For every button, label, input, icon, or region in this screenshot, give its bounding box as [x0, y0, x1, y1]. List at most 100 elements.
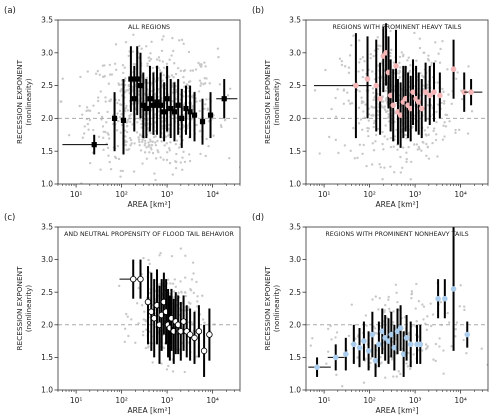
background-point [119, 169, 123, 173]
background-point [389, 54, 392, 58]
data-point [397, 112, 404, 118]
background-point [86, 122, 90, 126]
data-point [397, 325, 404, 331]
background-point [97, 111, 101, 115]
background-point [367, 127, 371, 130]
data-point [332, 354, 339, 361]
background-point [138, 11, 140, 13]
background-point [442, 124, 445, 127]
background-point [446, 311, 449, 315]
data-point [415, 99, 422, 105]
background-point [109, 73, 112, 76]
background-point [424, 347, 428, 351]
background-point [195, 280, 198, 284]
background-point [405, 160, 408, 164]
background-point [146, 192, 148, 194]
background-point [203, 61, 206, 64]
background-point [180, 38, 184, 42]
background-point [182, 103, 186, 107]
data-point [150, 102, 157, 108]
background-point [127, 147, 131, 151]
background-point [440, 101, 443, 105]
background-point [151, 140, 154, 143]
background-point [149, 58, 153, 61]
background-point [456, 71, 459, 74]
background-point [204, 154, 207, 158]
background-point [458, 305, 461, 308]
background-point [367, 134, 370, 138]
background-point [41, 73, 43, 75]
x-tick-label: 10⁴ [206, 190, 219, 199]
background-point [378, 162, 381, 166]
background-point [144, 319, 147, 322]
background-point [117, 120, 120, 123]
background-point [181, 168, 184, 171]
background-point [470, 110, 474, 113]
x-axis-label: AREA [km²] [375, 406, 418, 415]
background-point [126, 120, 129, 123]
background-point [157, 56, 161, 59]
background-point [350, 44, 353, 47]
background-point [168, 146, 171, 150]
background-point [386, 109, 389, 113]
background-point [369, 56, 372, 60]
background-point [354, 337, 357, 340]
background-point [363, 60, 366, 63]
data-point [168, 105, 174, 112]
background-point [145, 146, 148, 149]
y-tick-label: 2.5 [289, 81, 301, 90]
background-point [439, 47, 442, 51]
data-point [450, 66, 457, 72]
background-point [133, 142, 136, 145]
background-point [426, 145, 430, 149]
background-point [154, 178, 157, 182]
background-point [148, 138, 152, 141]
background-point [199, 152, 202, 156]
data-point [391, 344, 398, 351]
background-point [187, 306, 190, 309]
y-tick-label: 1.0 [41, 386, 53, 395]
background-point [353, 157, 357, 160]
background-point [187, 50, 191, 54]
background-point [205, 98, 208, 101]
background-point [197, 61, 200, 65]
background-point [205, 137, 208, 141]
background-point [417, 299, 421, 303]
background-point [194, 68, 198, 71]
background-point [372, 121, 376, 125]
background-point [88, 118, 92, 122]
background-point [107, 137, 111, 140]
background-point [389, 136, 392, 140]
background-point [164, 135, 168, 139]
data-point [431, 89, 437, 95]
background-point [381, 178, 384, 181]
background-point [422, 318, 425, 321]
background-point [162, 73, 165, 77]
background-point [144, 328, 148, 331]
background-point [330, 338, 333, 341]
data-point [365, 348, 372, 354]
data-point [422, 89, 429, 95]
background-point [174, 142, 178, 146]
background-point [101, 75, 105, 79]
y-axis-label: RECESSION EXPONENT [263, 59, 272, 144]
background-point [459, 284, 462, 287]
data-point [164, 96, 170, 102]
background-point [173, 62, 176, 65]
background-point [117, 98, 121, 102]
background-point [168, 161, 172, 165]
background-point [140, 185, 142, 187]
background-point [187, 95, 190, 98]
background-point [96, 96, 100, 99]
background-point [196, 300, 199, 303]
background-point [426, 103, 430, 107]
background-point [132, 33, 135, 36]
background-point [138, 143, 141, 147]
background-point [442, 349, 445, 352]
background-point [448, 392, 450, 394]
background-point [309, 344, 312, 347]
background-point [184, 291, 187, 294]
plot-area [306, 23, 488, 181]
background-point [168, 149, 171, 152]
background-point [160, 38, 164, 41]
